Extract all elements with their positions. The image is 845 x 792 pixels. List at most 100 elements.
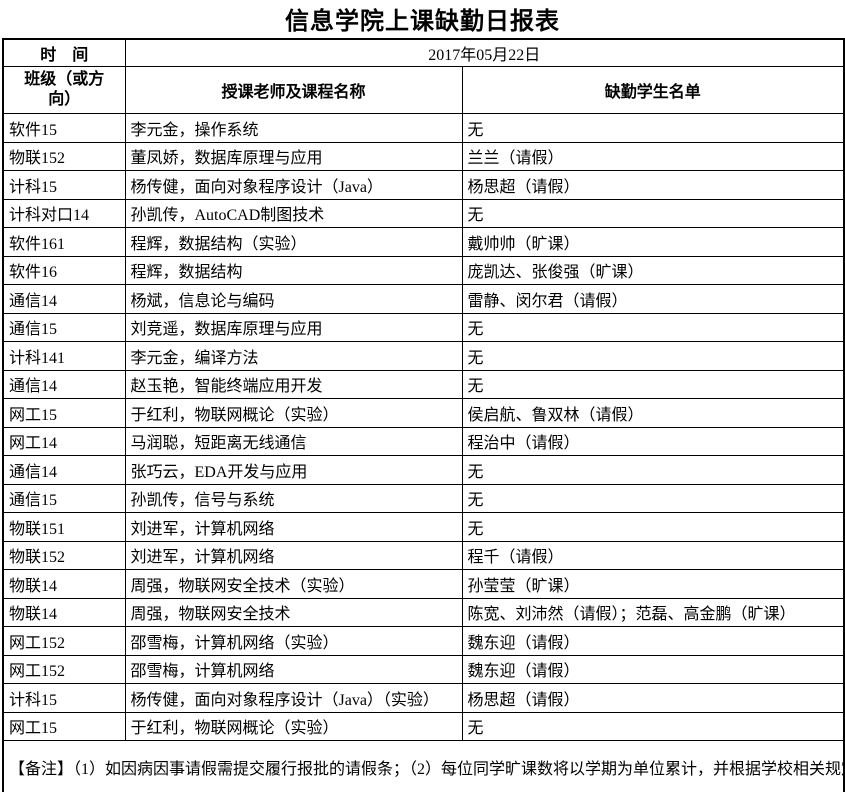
absent-students-cell: 陈宽、刘沛然（请假）；范磊、高金鹏（旷课） (461, 597, 845, 627)
class-cell: 物联152 (2, 141, 126, 171)
absent-students-cell: 无 (461, 198, 845, 228)
absent-students-cell: 魏东迎（请假） (461, 654, 845, 684)
teacher-course-cell: 刘竞遥，数据库原理与应用 (124, 312, 463, 342)
class-cell: 软件15 (2, 113, 126, 143)
table-row: 物联152 刘进军，计算机网络 程千（请假） (2, 540, 845, 570)
class-cell: 物联152 (2, 540, 126, 570)
table-row: 网工15 于红利，物联网概论（实验） 侯启航、鲁双林（请假） (2, 398, 845, 428)
teacher-course-cell: 周强，物联网安全技术（实验） (124, 569, 463, 599)
absent-students-cell: 杨思超（请假） (461, 170, 845, 200)
table-row: 物联14 周强，物联网安全技术（实验） 孙莹莹（旷课） (2, 569, 845, 599)
table-row: 通信15 孙凯传，信号与系统无 (2, 483, 845, 513)
absent-students-cell: 无 (461, 483, 845, 513)
class-cell: 网工14 (2, 426, 126, 456)
class-cell: 物联151 (2, 512, 126, 542)
absent-students-cell: 无 (461, 369, 845, 399)
table-row: 网工14 马润聪，短距离无线通信 程治中（请假） (2, 426, 845, 456)
class-header-cell: 班级（或方向） (2, 66, 126, 114)
class-cell: 通信14 (2, 455, 126, 485)
teacher-course-cell: 马润聪，短距离无线通信 (124, 426, 463, 456)
absent-students-cell: 程治中（请假） (461, 426, 845, 456)
class-cell: 通信15 (2, 483, 126, 513)
teacher-course-cell: 邵雪梅，计算机网络（实验） (124, 626, 463, 656)
teacher-course-cell: 于红利，物联网概论（实验） (124, 711, 463, 741)
table-row: 网工15 于红利，物联网概论（实验）无 (2, 711, 845, 741)
teacher-course-cell: 杨传健，面向对象程序设计（Java）（实验） (124, 683, 463, 713)
class-cell: 计科141 (2, 341, 126, 371)
class-cell: 计科15 (2, 683, 126, 713)
class-cell: 计科15 (2, 170, 126, 200)
table-row: 通信15 刘竞遥，数据库原理与应用无 (2, 312, 845, 342)
class-cell: 软件16 (2, 255, 126, 285)
absent-students-cell: 无 (461, 455, 845, 485)
absent-students-cell: 庞凯达、张俊强（旷课） (461, 255, 845, 285)
table-row: 物联152 董凤娇，数据库原理与应用 兰兰（请假） (2, 141, 845, 171)
absent-students-cell: 无 (461, 113, 845, 143)
class-cell: 通信14 (2, 369, 126, 399)
class-cell: 通信15 (2, 312, 126, 342)
class-cell: 网工15 (2, 711, 126, 741)
time-row: 时 间 2017年05月22日 (2, 38, 845, 67)
teacher-course-cell: 李元金，编译方法 (124, 341, 463, 371)
column-header-row: 班级（或方向） 授课老师及课程名称 缺勤学生名单 (2, 66, 845, 114)
teacher-course-cell: 于红利，物联网概论（实验） (124, 398, 463, 428)
page-title: 信息学院上课缺勤日报表 (285, 9, 560, 35)
absent-students-cell: 戴帅帅（旷课） (461, 227, 845, 257)
attendance-table: 时 间 2017年05月22日 班级（或方向） 授课老师及课程名称 缺勤学生名单… (2, 38, 845, 792)
absent-header-cell: 缺勤学生名单 (461, 66, 845, 114)
table-row: 网工152 邵雪梅，计算机网络（实验） 魏东迎（请假） (2, 626, 845, 656)
teacher-course-cell: 杨斌，信息论与编码 (124, 284, 463, 314)
absent-students-cell: 无 (461, 512, 845, 542)
notes-cell: 【备注】（1）如因病因事请假需提交履行报批的请假条；（2）每位同学旷课数将以学期… (2, 740, 845, 792)
teacher-course-cell: 张巧云，EDA开发与应用 (124, 455, 463, 485)
teacher-course-cell: 周强，物联网安全技术 (124, 597, 463, 627)
table-row: 计科对口14 孙凯传，AutoCAD制图技术无 (2, 198, 845, 228)
time-label-cell: 时 间 (2, 38, 126, 67)
class-cell: 计科对口14 (2, 198, 126, 228)
absent-students-cell: 侯启航、鲁双林（请假） (461, 398, 845, 428)
table-row: 通信14 杨斌，信息论与编码 雷静、闵尔君（请假） (2, 284, 845, 314)
teacher-course-cell: 程辉，数据结构（实验） (124, 227, 463, 257)
table-row: 通信14 张巧云，EDA开发与应用无 (2, 455, 845, 485)
teacher-course-cell: 程辉，数据结构 (124, 255, 463, 285)
class-cell: 软件161 (2, 227, 126, 257)
class-cell: 网工152 (2, 654, 126, 684)
table-row: 软件161 程辉，数据结构（实验） 戴帅帅（旷课） (2, 227, 845, 257)
absent-students-cell: 孙莹莹（旷课） (461, 569, 845, 599)
notes-row: 【备注】（1）如因病因事请假需提交履行报批的请假条；（2）每位同学旷课数将以学期… (2, 740, 845, 792)
table-row: 网工152 邵雪梅，计算机网络 魏东迎（请假） (2, 654, 845, 684)
teacher-course-cell: 孙凯传，信号与系统 (124, 483, 463, 513)
teacher-course-cell: 刘进军，计算机网络 (124, 512, 463, 542)
teacher-course-cell: 赵玉艳，智能终端应用开发 (124, 369, 463, 399)
class-cell: 通信14 (2, 284, 126, 314)
teacher-course-cell: 邵雪梅，计算机网络 (124, 654, 463, 684)
table-row: 计科141 李元金，编译方法无 (2, 341, 845, 371)
table-body: 软件15 李元金，操作系统无物联152 董凤娇，数据库原理与应用 兰兰（请假） 计科15… (2, 113, 845, 741)
table-row: 物联14 周强，物联网安全技术 陈宽、刘沛然（请假）；范磊、高金鹏（旷课） (2, 597, 845, 627)
teacher-course-cell: 孙凯传，AutoCAD制图技术 (124, 198, 463, 228)
class-cell: 网工152 (2, 626, 126, 656)
absent-students-cell: 魏东迎（请假） (461, 626, 845, 656)
teacher-course-cell: 李元金，操作系统 (124, 113, 463, 143)
absent-students-cell: 杨思超（请假） (461, 683, 845, 713)
absent-students-cell: 无 (461, 711, 845, 741)
table-row: 通信14 赵玉艳，智能终端应用开发无 (2, 369, 845, 399)
teacher-course-cell: 杨传健，面向对象程序设计（Java） (124, 170, 463, 200)
absent-students-cell: 无 (461, 312, 845, 342)
table-row: 软件16 程辉，数据结构 庞凯达、张俊强（旷课） (2, 255, 845, 285)
table-row: 计科15 杨传健，面向对象程序设计（Java）（实验） 杨思超（请假） (2, 683, 845, 713)
absent-students-cell: 程千（请假） (461, 540, 845, 570)
absent-students-cell: 无 (461, 341, 845, 371)
class-header-label: 班级（或方向） (24, 71, 105, 108)
teacher-course-cell: 刘进军，计算机网络 (124, 540, 463, 570)
absent-students-cell: 雷静、闵尔君（请假） (461, 284, 845, 314)
table-row: 计科15 杨传健，面向对象程序设计（Java） 杨思超（请假） (2, 170, 845, 200)
table-row: 软件15 李元金，操作系统无 (2, 113, 845, 143)
date-cell: 2017年05月22日 (124, 38, 845, 67)
class-cell: 物联14 (2, 569, 126, 599)
class-cell: 物联14 (2, 597, 126, 627)
teacher-course-cell: 董凤娇，数据库原理与应用 (124, 141, 463, 171)
class-cell: 网工15 (2, 398, 126, 428)
table-row: 物联151 刘进军，计算机网络无 (2, 512, 845, 542)
